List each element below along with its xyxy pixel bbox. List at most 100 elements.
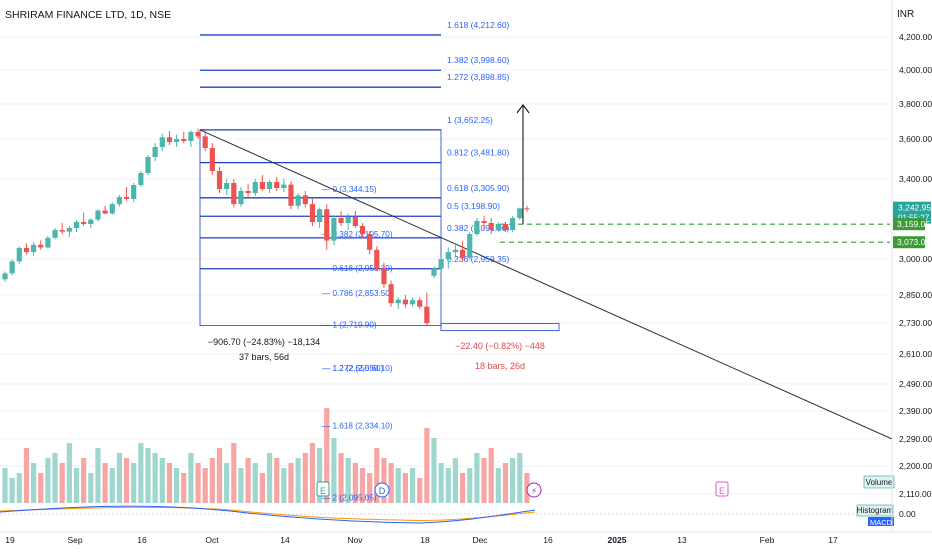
fib-retracement-label: — 1 (2,719.90) (322, 321, 377, 330)
macd-line (0, 505, 536, 524)
fib-extension-label: 0.618 (3,305.90) (447, 183, 510, 193)
currency-label[interactable]: INR (897, 9, 915, 20)
volume-bar (317, 448, 323, 503)
candles (2, 128, 530, 326)
volume-bar (467, 468, 473, 503)
fib-retracement-label: — 1.272 (2,550.10) (322, 364, 393, 373)
volume-bar (266, 453, 273, 503)
bar-countdown: 01:55:27 (898, 214, 930, 223)
histogram-label: Histogram (857, 506, 894, 515)
candle-body (409, 300, 416, 305)
downtrend-line (199, 129, 893, 440)
candle-body (138, 173, 144, 185)
price-axis: 4,200.00 4,000.00 3,800.00 3,600.00 3,400.00… (891, 0, 932, 532)
volume-bar (452, 458, 459, 503)
time-axis-label: Oct (205, 535, 219, 545)
volume-bars (2, 408, 530, 503)
candle-body (288, 184, 294, 206)
price-axis-label: 2,610.00 (899, 349, 932, 359)
volume-bar (123, 458, 130, 503)
price-axis-label: 2,490.00 (899, 379, 932, 389)
volume-bar (102, 463, 108, 503)
volume-bar (281, 468, 287, 503)
candle-body (302, 195, 308, 205)
measure-2-line1: −22.40 (−0.82%) −448 (455, 341, 545, 351)
time-axis-label: Sep (67, 535, 82, 545)
fib-retracement-label: — 0.382 (3,105.70) (322, 230, 393, 239)
fib-range-box (199, 129, 442, 327)
price-axis-label: 3,600.00 (899, 134, 932, 144)
volume-bar (252, 463, 258, 503)
time-axis-label: 16 (137, 535, 147, 545)
volume-bar (138, 443, 144, 503)
fib-extension-label: 0.5 (3,198.90) (447, 201, 500, 211)
fib-extension-label: 1 (3,652.25) (447, 115, 493, 125)
price-axis-label: 4,000.00 (899, 65, 932, 75)
measure-box (440, 323, 560, 332)
macd-signal-line (0, 506, 536, 522)
candle-body (431, 268, 437, 276)
candle-body (367, 234, 373, 250)
time-axis-label: Dec (472, 535, 488, 545)
volume-bar (302, 453, 308, 503)
volume-marker-label: ⚡ (531, 486, 537, 496)
candle-body (417, 300, 423, 307)
volume-bar (460, 473, 466, 503)
candle-body (452, 249, 459, 253)
candle-body (388, 284, 394, 304)
volume-bar (431, 438, 437, 503)
price-axis-label: 2,110.00 (899, 489, 932, 499)
volume-bar (338, 453, 344, 503)
volume-bar (16, 473, 22, 503)
volume-bar (445, 468, 451, 503)
volume-bar (374, 448, 380, 503)
candle-body (324, 209, 330, 241)
volume-bar (238, 468, 244, 503)
candle-body (381, 268, 387, 285)
candle-body (317, 209, 323, 222)
level-price-value: 3,073.00 (897, 237, 930, 247)
candle-body (109, 204, 115, 214)
volume-bar (73, 468, 80, 503)
time-axis-label: 17 (828, 535, 838, 545)
symbol-title[interactable]: SHRIRAM FINANCE LTD, 1D, NSE (5, 9, 172, 21)
candle-body (445, 252, 451, 259)
time-axis-label: 19 (5, 535, 15, 545)
candle-body (224, 183, 230, 189)
candle-body (88, 219, 94, 224)
candle-body (395, 299, 401, 304)
volume-bar (309, 443, 316, 503)
volume-marker-split (526, 482, 542, 498)
candle-body (9, 261, 15, 274)
candle-body (345, 217, 351, 223)
volume-bar (517, 453, 523, 503)
volume-bar (388, 463, 394, 503)
volume-bar (59, 463, 65, 503)
time-axis: 19 Sep 16 Oct 14 Nov 18 Dec 16 2025 13 Feb 17 (0, 531, 932, 545)
volume-bar (216, 448, 223, 503)
volume-bar (288, 463, 294, 503)
candle-body (38, 244, 44, 248)
volume-bar (352, 463, 358, 503)
price-axis-label: 2,200.00 (899, 461, 932, 471)
candle-body (359, 226, 366, 234)
candle-body (424, 306, 430, 323)
volume-marker-label: E (719, 486, 725, 496)
volume-bar (274, 458, 280, 503)
macd-label: MACD (870, 518, 893, 527)
volume-bar (474, 453, 480, 503)
volume-bar (95, 448, 101, 503)
volume-bar (209, 458, 215, 503)
time-axis-label: 13 (677, 535, 687, 545)
measure-2-line2: 18 bars, 26d (475, 361, 525, 371)
price-axis-label: 2,290.00 (899, 434, 932, 444)
volume-bar (174, 468, 180, 503)
volume-bar (23, 448, 30, 503)
time-axis-label: Feb (760, 535, 775, 545)
arrow-head (516, 103, 530, 114)
candle-body (159, 137, 165, 147)
fib-retracement-label: — 0.786 (2,853.50) (322, 289, 393, 298)
volume-bar (2, 468, 8, 503)
